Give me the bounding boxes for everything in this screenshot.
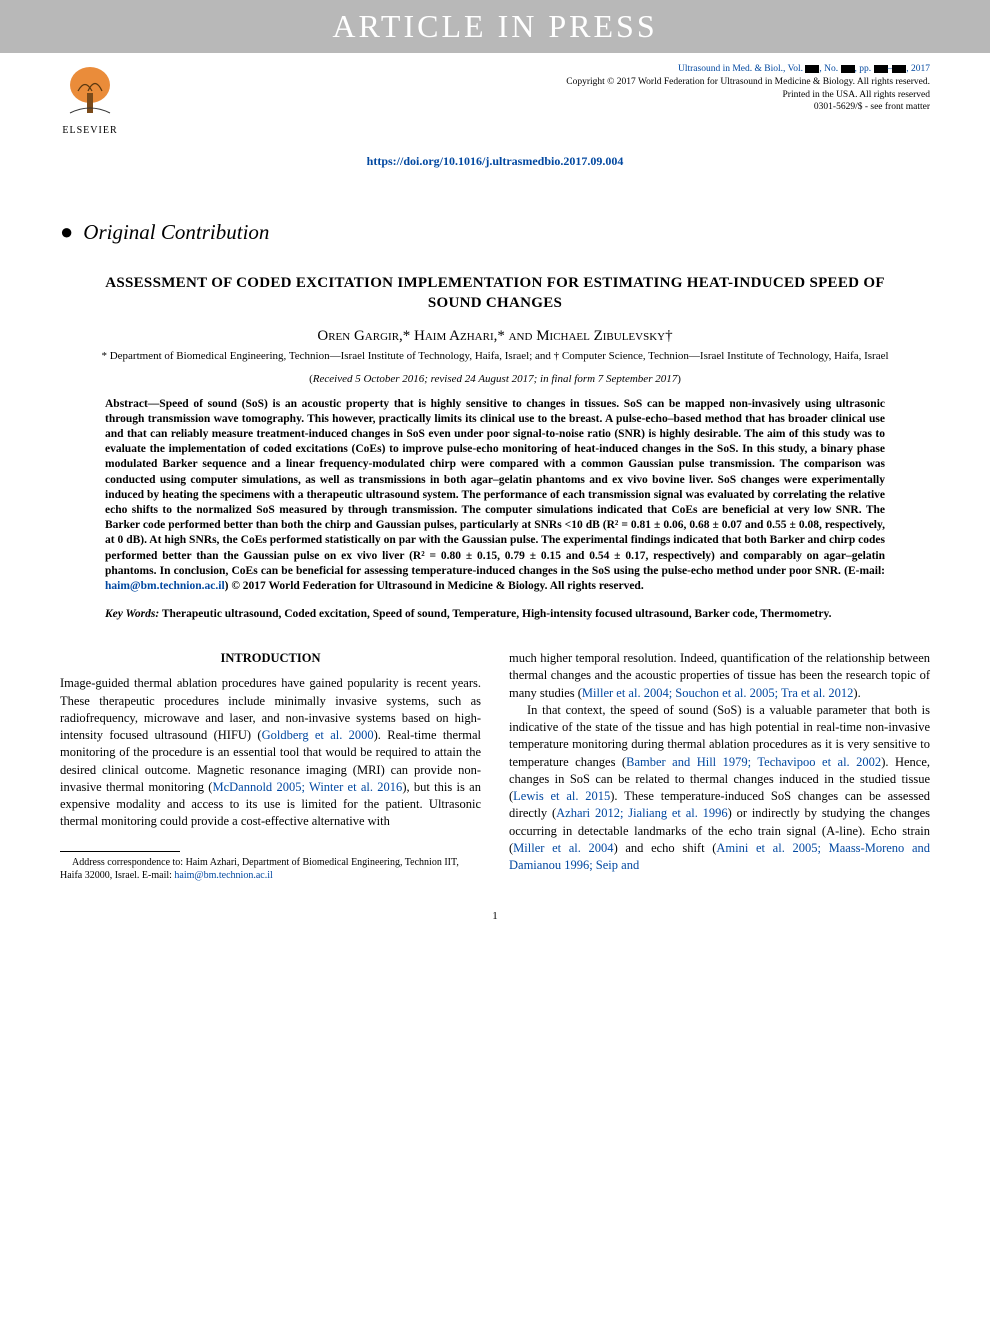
dates-text: Received 5 October 2016; revised 24 Augu…	[313, 373, 677, 385]
cite-goldberg[interactable]: Goldberg et al. 2000	[262, 728, 374, 742]
keywords-list: Therapeutic ultrasound, Coded excitation…	[159, 608, 831, 620]
article-in-press-banner: ARTICLE IN PRESS	[0, 0, 990, 53]
cite-bamber-techavipoo[interactable]: Bamber and Hill 1979; Techavipoo et al. …	[626, 755, 881, 769]
section-label: Original Contribution	[83, 220, 269, 245]
publisher-name: ELSEVIER	[62, 125, 117, 136]
abstract-body-pre: Speed of sound (SoS) is an acoustic prop…	[105, 398, 885, 577]
meta-line1-pp: , pp.	[855, 64, 874, 74]
cite-mcdannold-winter[interactable]: McDannold 2005; Winter et al. 2016	[212, 780, 402, 794]
footnote-email-link[interactable]: haim@bm.technion.ac.il	[174, 870, 272, 881]
abstract-email-link[interactable]: haim@bm.technion.ac.il	[105, 580, 225, 592]
journal-meta: Ultrasound in Med. & Biol., Vol. , No. ,…	[566, 63, 930, 114]
right-p1: much higher temporal resolution. Indeed,…	[509, 650, 930, 702]
publisher-logo-block: ELSEVIER	[60, 63, 120, 136]
abstract: Abstract—Speed of sound (SoS) is an acou…	[0, 385, 990, 594]
meta-line1-year: , 2017	[906, 64, 930, 74]
left-p1: Image-guided thermal ablation procedures…	[60, 675, 481, 830]
meta-line2: Copyright © 2017 World Federation for Ul…	[566, 76, 930, 89]
redacted-pp1	[874, 65, 888, 73]
section-marker: ● Original Contribution	[0, 169, 990, 255]
rp1b: ).	[853, 686, 860, 700]
keywords: Key Words: Therapeutic ultrasound, Coded…	[0, 594, 990, 620]
cite-miller2004[interactable]: Miller et al. 2004	[513, 841, 613, 855]
author-list: Oren Gargir,* Haim Azhari,* and Michael …	[0, 328, 990, 345]
right-p2: In that context, the speed of sound (SoS…	[509, 702, 930, 875]
cite-miller-souchon-tra[interactable]: Miller et al. 2004; Souchon et al. 2005;…	[582, 686, 854, 700]
cite-lewis[interactable]: Lewis et al. 2015	[513, 789, 610, 803]
left-column: INTRODUCTION Image-guided thermal ablati…	[60, 650, 481, 882]
redacted-vol	[805, 65, 819, 73]
meta-line1-mid: , No.	[819, 64, 840, 74]
cite-azhari-jialiang[interactable]: Azhari 2012; Jialiang et al. 1996	[556, 806, 728, 820]
body-columns: INTRODUCTION Image-guided thermal ablati…	[0, 620, 990, 902]
rp2e: ) and echo shift (	[614, 841, 717, 855]
redacted-pp2	[892, 65, 906, 73]
abstract-body-post: ) © 2017 World Federation for Ultrasound…	[225, 580, 644, 592]
affiliations: * Department of Biomedical Engineering, …	[0, 345, 990, 363]
abstract-label: Abstract—	[105, 398, 159, 410]
keywords-label: Key Words:	[105, 608, 159, 620]
meta-line1-prefix: Ultrasound in Med. & Biol., Vol.	[678, 64, 805, 74]
meta-line4: 0301-5629/$ - see front matter	[566, 101, 930, 114]
introduction-heading: INTRODUCTION	[60, 650, 481, 667]
section-bullet-icon: ●	[60, 219, 73, 245]
header-row: ELSEVIER Ultrasound in Med. & Biol., Vol…	[0, 53, 990, 136]
meta-line3: Printed in the USA. All rights reserved	[566, 89, 930, 102]
article-title: ASSESSMENT OF CODED EXCITATION IMPLEMENT…	[0, 255, 990, 314]
redacted-no	[841, 65, 855, 73]
elsevier-tree-icon	[60, 63, 120, 123]
page-number: 1	[0, 902, 990, 938]
article-dates: (Received 5 October 2016; revised 24 Aug…	[0, 373, 990, 385]
correspondence-footnote: Address correspondence to: Haim Azhari, …	[60, 856, 481, 882]
right-column: much higher temporal resolution. Indeed,…	[509, 650, 930, 882]
doi-link[interactable]: https://doi.org/10.1016/j.ultrasmedbio.2…	[0, 154, 990, 169]
footnote-rule	[60, 851, 180, 852]
